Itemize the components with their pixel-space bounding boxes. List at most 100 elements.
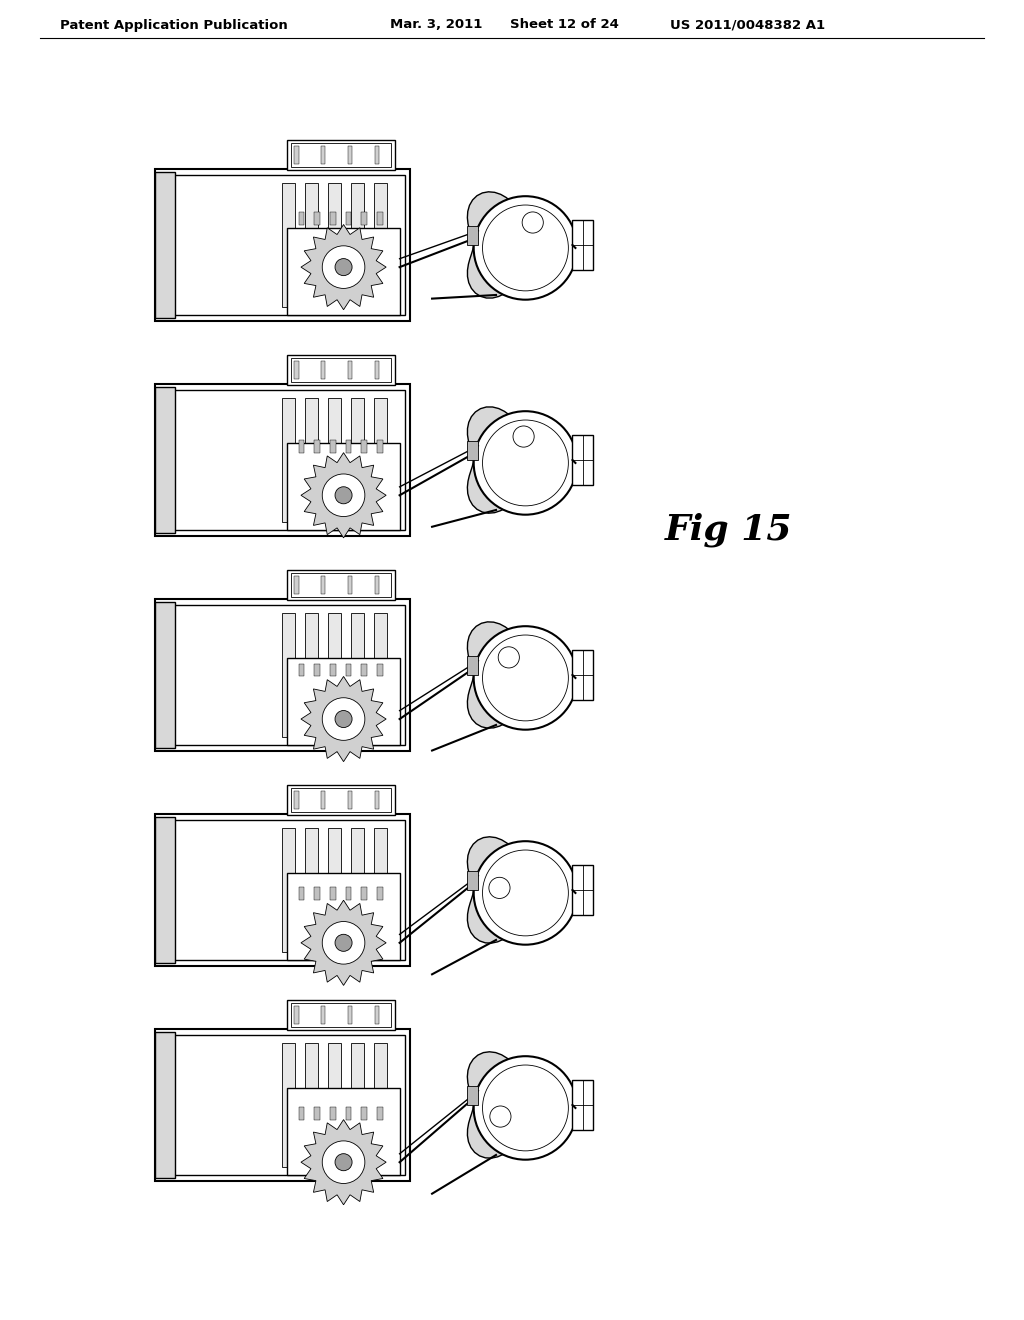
Bar [467, 1086, 478, 1105]
Polygon shape [314, 887, 321, 900]
Bar [283, 183, 295, 308]
Bar [288, 657, 399, 746]
Bar [283, 399, 295, 521]
Circle shape [335, 710, 352, 727]
Bar [294, 791, 299, 809]
Bar [321, 362, 326, 379]
Circle shape [323, 1140, 365, 1184]
Text: Mar. 3, 2011: Mar. 3, 2011 [390, 18, 482, 32]
Bar [288, 442, 399, 531]
Circle shape [488, 878, 510, 899]
Text: Sheet 12 of 24: Sheet 12 of 24 [510, 18, 618, 32]
Polygon shape [377, 211, 383, 224]
Bar [160, 174, 404, 315]
Circle shape [474, 841, 578, 945]
Bar [329, 183, 341, 308]
Bar [291, 1003, 391, 1027]
Bar [294, 577, 299, 594]
Polygon shape [314, 440, 321, 453]
Bar [467, 226, 478, 244]
Polygon shape [314, 664, 321, 676]
Bar [288, 570, 394, 601]
Polygon shape [361, 1106, 367, 1119]
Bar [305, 1043, 318, 1167]
Bar [283, 612, 295, 737]
Circle shape [474, 197, 578, 300]
Bar [374, 612, 387, 737]
Bar [294, 1006, 299, 1024]
Bar [321, 577, 326, 594]
Bar [155, 817, 175, 964]
Polygon shape [377, 1106, 383, 1119]
Bar [351, 612, 364, 737]
Bar [374, 183, 387, 308]
Polygon shape [314, 1106, 321, 1119]
Bar [572, 649, 594, 700]
Bar [155, 599, 410, 751]
Bar [291, 143, 391, 168]
Bar [572, 865, 594, 915]
Bar [375, 1006, 380, 1024]
Polygon shape [299, 211, 304, 224]
Polygon shape [346, 887, 351, 900]
Bar [288, 355, 394, 385]
Bar [348, 147, 352, 164]
Polygon shape [377, 440, 383, 453]
Bar [288, 227, 399, 315]
Bar [348, 791, 352, 809]
Bar [155, 602, 175, 748]
Bar [321, 791, 326, 809]
Bar [321, 1006, 326, 1024]
Polygon shape [377, 664, 383, 676]
Polygon shape [346, 211, 351, 224]
Polygon shape [330, 887, 336, 900]
Bar [329, 612, 341, 737]
Bar [348, 362, 352, 379]
Bar [283, 828, 295, 952]
Polygon shape [299, 1106, 304, 1119]
Bar [572, 434, 594, 486]
Bar [160, 605, 404, 746]
Polygon shape [314, 211, 321, 224]
Circle shape [335, 1154, 352, 1171]
Bar [155, 814, 410, 966]
Bar [375, 577, 380, 594]
Bar [329, 399, 341, 521]
Bar [467, 656, 478, 675]
Bar [375, 147, 380, 164]
Bar [374, 1043, 387, 1167]
Text: US 2011/0048382 A1: US 2011/0048382 A1 [670, 18, 825, 32]
Circle shape [323, 474, 365, 516]
Polygon shape [346, 1106, 351, 1119]
Bar [375, 362, 380, 379]
Bar [351, 1043, 364, 1167]
Bar [305, 399, 318, 521]
Bar [348, 577, 352, 594]
Circle shape [323, 921, 365, 964]
Polygon shape [467, 191, 566, 298]
Circle shape [499, 647, 519, 668]
Bar [572, 220, 594, 271]
Bar [160, 389, 404, 531]
Polygon shape [467, 622, 566, 729]
Polygon shape [301, 900, 386, 986]
Circle shape [513, 426, 535, 447]
Polygon shape [377, 887, 383, 900]
Circle shape [323, 698, 365, 741]
Bar [374, 399, 387, 521]
Polygon shape [301, 453, 386, 537]
Polygon shape [299, 887, 304, 900]
Bar [283, 1043, 295, 1167]
Bar [291, 788, 391, 812]
Bar [375, 791, 380, 809]
Circle shape [335, 259, 352, 276]
Polygon shape [361, 664, 367, 676]
Bar [351, 183, 364, 308]
Bar [467, 441, 478, 459]
Circle shape [489, 1106, 511, 1127]
Bar [155, 1030, 410, 1180]
Polygon shape [330, 211, 336, 224]
Bar [288, 1001, 394, 1030]
Bar [321, 147, 326, 164]
Circle shape [474, 626, 578, 730]
